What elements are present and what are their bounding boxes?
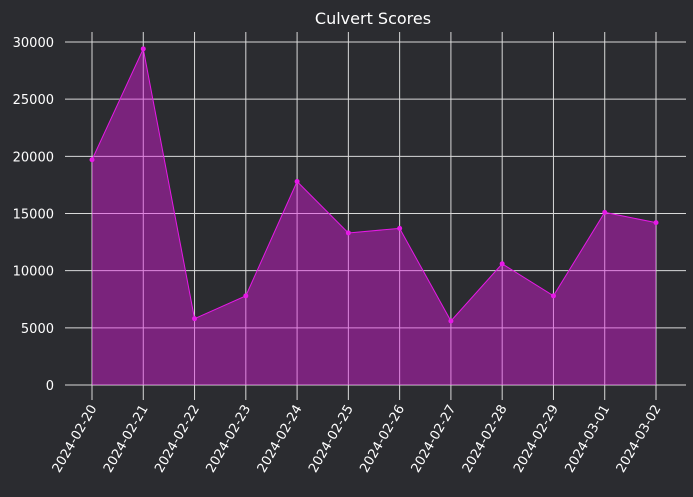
data-point [602,209,608,215]
chart-title: Culvert Scores [315,9,431,28]
y-tick-label: 30000 [13,36,54,51]
x-tick-label: 2024-02-27 [409,403,460,476]
y-tick-label: 15000 [13,208,54,223]
data-point [448,318,454,324]
data-point [653,220,659,226]
data-point [243,293,249,299]
data-point [550,293,556,299]
data-point [192,316,198,322]
x-tick-label: 2024-02-20 [50,403,101,476]
x-tick-label: 2024-03-01 [562,403,613,476]
y-tick-label: 10000 [13,265,54,280]
x-tick-label: 2024-02-22 [152,403,203,476]
y-tick-label: 5000 [21,322,54,337]
x-tick-label: 2024-02-26 [357,403,408,476]
y-tick-label: 0 [46,379,54,394]
data-point [499,261,505,267]
data-point [397,225,403,231]
x-tick-label: 2024-02-28 [460,403,511,476]
data-point [140,46,146,52]
marker-layer [89,46,659,324]
y-tick-label: 25000 [13,93,54,108]
x-tick-label: 2024-02-24 [255,403,306,476]
x-tick-label: 2024-02-29 [511,403,562,476]
y-tick-label: 20000 [13,150,54,165]
x-tick-label: 2024-02-23 [204,403,255,476]
area-layer [91,47,657,386]
series-line [91,47,657,322]
data-point [345,230,351,236]
x-tick-label: 2024-02-21 [101,403,152,476]
series-area [92,48,656,386]
x-tick-label: 2024-02-25 [306,403,357,476]
x-tick-label: 2024-03-02 [614,403,665,476]
data-point [294,178,300,184]
data-point [89,157,95,163]
